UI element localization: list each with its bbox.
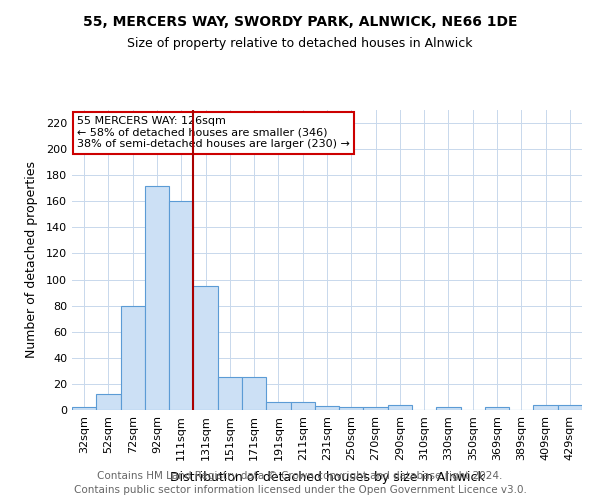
Bar <box>145 186 169 410</box>
Bar <box>533 405 558 410</box>
Bar <box>436 408 461 410</box>
X-axis label: Distribution of detached houses by size in Alnwick: Distribution of detached houses by size … <box>170 471 484 484</box>
Text: Size of property relative to detached houses in Alnwick: Size of property relative to detached ho… <box>127 38 473 51</box>
Bar <box>315 406 339 410</box>
Bar <box>218 378 242 410</box>
Bar <box>339 408 364 410</box>
Text: Contains HM Land Registry data © Crown copyright and database right 2024.
Contai: Contains HM Land Registry data © Crown c… <box>74 471 526 495</box>
Bar <box>290 402 315 410</box>
Bar <box>266 402 290 410</box>
Bar <box>72 408 96 410</box>
Y-axis label: Number of detached properties: Number of detached properties <box>25 162 38 358</box>
Bar <box>169 202 193 410</box>
Bar <box>242 378 266 410</box>
Bar <box>96 394 121 410</box>
Bar <box>388 405 412 410</box>
Text: 55 MERCERS WAY: 126sqm
← 58% of detached houses are smaller (346)
38% of semi-de: 55 MERCERS WAY: 126sqm ← 58% of detached… <box>77 116 350 149</box>
Text: 55, MERCERS WAY, SWORDY PARK, ALNWICK, NE66 1DE: 55, MERCERS WAY, SWORDY PARK, ALNWICK, N… <box>83 15 517 29</box>
Bar <box>485 408 509 410</box>
Bar <box>121 306 145 410</box>
Bar <box>364 408 388 410</box>
Bar <box>193 286 218 410</box>
Bar <box>558 405 582 410</box>
